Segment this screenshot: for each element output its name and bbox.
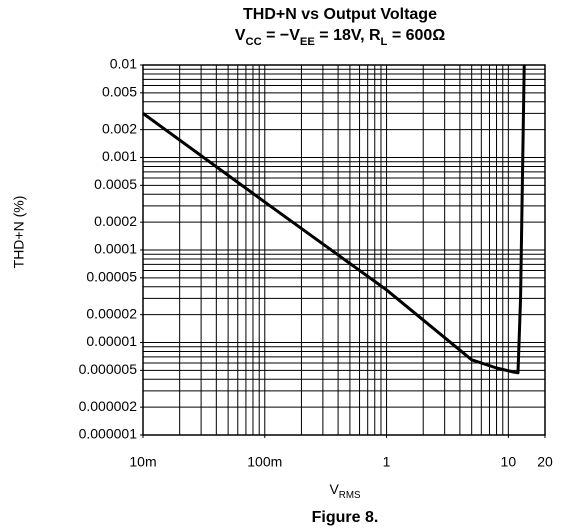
y-tick-label: 0.000005 — [79, 361, 138, 377]
y-tick-label: 0.00001 — [86, 333, 137, 349]
y-tick-label: 0.000001 — [79, 426, 138, 442]
text-part: L — [381, 36, 388, 48]
figure-caption: Figure 8. — [312, 509, 379, 526]
text-part: V — [235, 27, 246, 44]
x-tick-label: 1 — [383, 454, 391, 470]
y-tick-label: 0.005 — [102, 84, 137, 100]
y-tick-label: 0.0005 — [94, 176, 137, 192]
x-tick-label: 10m — [129, 454, 156, 470]
y-tick-label: 0.00005 — [86, 269, 137, 285]
y-tick-label: 0.000002 — [79, 398, 138, 414]
y-tick-label: 0.01 — [110, 56, 137, 72]
text-part: RMS — [339, 490, 361, 501]
y-tick-label: 0.002 — [102, 120, 137, 136]
x-axis-label: VRMS — [329, 481, 361, 501]
text-part: = −V — [262, 27, 301, 44]
y-axis-label: THD+N (%) — [11, 196, 27, 269]
text-part: EE — [300, 36, 315, 48]
y-tick-label: 0.0001 — [94, 241, 137, 257]
chart-title: THD+N vs Output Voltage — [243, 6, 437, 23]
y-tick-label: 0.001 — [102, 148, 137, 164]
text-part: V — [329, 481, 339, 497]
x-tick-label: 10 — [501, 454, 517, 470]
x-tick-label: 20 — [537, 454, 553, 470]
text-part: = 600Ω — [387, 27, 445, 44]
x-tick-label: 100m — [247, 454, 282, 470]
chart-subtitle: VCC = −VEE = 18V, RL = 600Ω — [235, 27, 445, 48]
text-part: CC — [246, 36, 262, 48]
y-tick-label: 0.0002 — [94, 213, 137, 229]
data-line — [142, 64, 526, 375]
y-tick-label: 0.00002 — [86, 305, 137, 321]
text-part: = 18V, R — [315, 27, 381, 44]
